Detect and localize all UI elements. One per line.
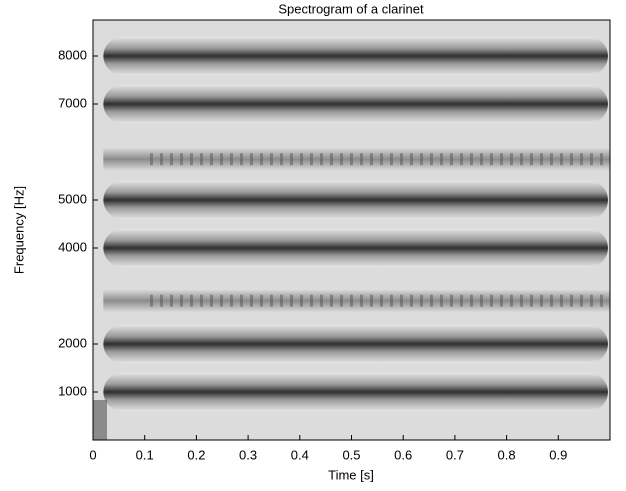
x-tick-label: 0.8 [498,447,516,462]
y-axis-label: Frequency [Hz] [11,186,26,274]
x-tick-label: 0.3 [239,447,257,462]
x-tick-label: 0.1 [136,447,154,462]
harmonic-band [103,372,608,412]
x-axis-label: Time [s] [328,467,374,482]
x-tick-label: 0.2 [187,447,205,462]
mottled-texture [144,294,606,307]
harmonic-band [103,36,608,76]
harmonic-band [103,84,608,124]
chart-title: Spectrogram of a clarinet [278,1,424,16]
onset-noise [93,400,107,440]
mottled-texture [144,153,606,166]
y-tick-label: 8000 [58,47,87,62]
x-tick-label: 0.5 [342,447,360,462]
harmonic-band [103,180,608,220]
y-tick-label: 2000 [58,335,87,350]
x-tick-label: 0 [89,447,96,462]
harmonic-band [103,324,608,364]
y-tick-label: 5000 [58,191,87,206]
y-tick-label: 7000 [58,95,87,110]
x-tick-label: 0.9 [549,447,567,462]
y-tick-label: 1000 [58,383,87,398]
x-tick-label: 0.6 [394,447,412,462]
y-tick-label: 4000 [58,239,87,254]
x-tick-label: 0.7 [446,447,464,462]
x-tick-label: 0.4 [291,447,309,462]
harmonic-band [103,228,608,268]
